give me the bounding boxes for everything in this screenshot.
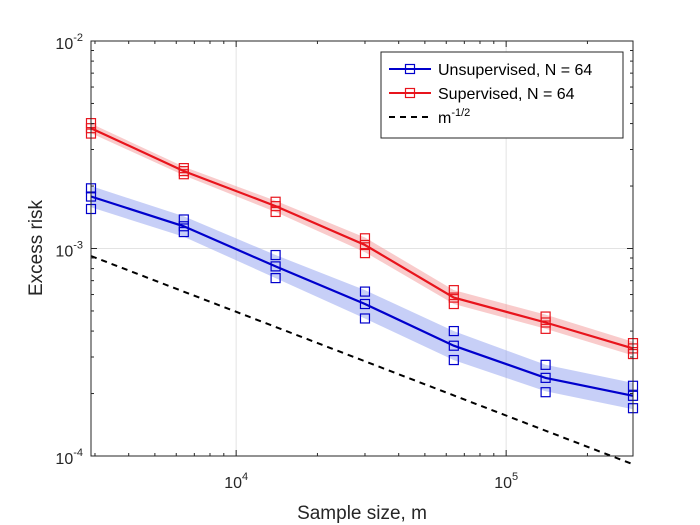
legend-label-2: m-1/2 — [438, 107, 470, 127]
band-series-1 — [91, 123, 633, 356]
marker-series-0-point-5-0 — [540, 359, 551, 370]
marker-series-1-point-3-2 — [359, 248, 371, 259]
y-tick-label-1: 10-3 — [55, 240, 83, 261]
y-tick-label-0-base: 10 — [55, 451, 73, 468]
marker-series-0-point-1-0 — [178, 214, 189, 225]
legend-marker-1 — [404, 87, 416, 99]
marker-series-0-point-1-2 — [178, 226, 189, 238]
legend-marker-0 — [404, 63, 416, 75]
band-series-0 — [91, 186, 633, 410]
legend-label-1: Supervised, N = 64 — [438, 86, 575, 103]
marker-series-0-point-4-1 — [448, 340, 459, 351]
marker-series-0-point-3-0 — [359, 286, 371, 297]
y-axis-label: Excess risk — [26, 199, 47, 296]
y-tick-label-2-base: 10 — [55, 36, 73, 53]
legend-label-2-exponent: -1/2 — [451, 107, 470, 119]
marker-series-0-point-2-1 — [270, 261, 281, 272]
x-tick-label-0-exponent: 4 — [242, 471, 248, 483]
line-series-0 — [90, 195, 634, 397]
marker-series-0-point-3-1 — [359, 298, 371, 310]
marker-series-0-point-3-2 — [359, 313, 371, 324]
x-tick-label-0: 104 — [224, 471, 248, 492]
x-tick-label-0-base: 10 — [224, 475, 242, 492]
marker-series-1-point-2-2 — [270, 206, 281, 218]
marker-series-1-point-3-1 — [359, 239, 371, 251]
x-tick-label-1-exponent: 5 — [512, 471, 518, 483]
marker-series-1-point-5-2 — [540, 323, 551, 334]
legend-label-0: Unsupervised, N = 64 — [438, 62, 592, 79]
series-lines — [90, 127, 634, 466]
x-tick-label-1: 105 — [494, 471, 518, 492]
line-series-1 — [90, 127, 634, 350]
marker-series-0-point-4-2 — [448, 354, 459, 366]
y-tick-label-1-exponent: -3 — [73, 240, 83, 252]
marker-series-1-point-3-0 — [359, 233, 371, 244]
confidence-bands — [91, 123, 633, 410]
marker-series-0-point-5-2 — [540, 387, 551, 398]
marker-series-1-point-4-1 — [448, 292, 459, 303]
x-axis-label: Sample size, m — [297, 503, 427, 524]
legend: Unsupervised, N = 64 Supervised, N = 64 m-… — [380, 51, 624, 139]
y-tick-label-2: 10-2 — [55, 32, 83, 53]
legend-box — [380, 51, 624, 139]
y-tick-label-0-exponent: -4 — [73, 447, 83, 459]
marker-series-0-point-2-0 — [270, 249, 281, 261]
axes-frame — [90, 40, 634, 457]
marker-series-1-point-1-2 — [178, 169, 189, 180]
marker-series-0-point-2-2 — [270, 273, 281, 284]
marker-series-0-point-4-0 — [448, 325, 459, 337]
legend-label-0-name: Unsupervised, N = 64 — [438, 62, 592, 79]
line-series-2 — [90, 255, 634, 466]
x-tick-label-1-base: 10 — [494, 475, 512, 492]
marker-series-0-point-1-1 — [178, 221, 189, 232]
y-tick-label-2-exponent: -2 — [73, 32, 83, 44]
marker-series-1-point-4-0 — [448, 285, 459, 296]
marker-series-1-point-5-1 — [540, 317, 551, 328]
marker-series-0-point-5-1 — [540, 372, 551, 383]
marker-series-1-point-5-0 — [540, 311, 551, 322]
marker-series-1-point-2-1 — [270, 201, 281, 212]
y-tick-label-0: 10-4 — [55, 447, 83, 468]
legend-label-1-name: Supervised, N = 64 — [438, 86, 575, 103]
y-tick-label-1-base: 10 — [55, 244, 73, 261]
legend-label-2-name: m — [438, 110, 451, 127]
marker-series-1-point-4-2 — [448, 298, 459, 310]
